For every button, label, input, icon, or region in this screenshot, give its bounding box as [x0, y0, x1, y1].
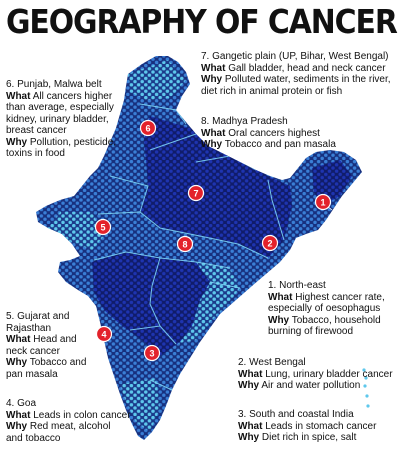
note-3-why-text: Diet rich in spice, salt	[261, 432, 357, 443]
what-label: What	[6, 409, 31, 421]
note-7-what-text: Gall bladder, head and neck cancer	[228, 62, 386, 74]
note-1-what: What Highest cancer rate,	[268, 292, 385, 304]
why-label: Why	[6, 421, 28, 432]
note-1-label: 1. North-east	[268, 280, 326, 291]
marker-8-label: 8	[182, 240, 187, 250]
note-6-why-cont: toxins in food	[6, 148, 65, 159]
note-7-why-text: Polluted water, sediments in the river,	[224, 74, 391, 85]
note-gangetic-plain: 7. Gangetic plain (UP, Bihar, West Benga…	[201, 51, 391, 97]
note-5-label: 5. Gujarat and	[6, 311, 70, 322]
note-8-why-text: Tobacco and pan masala	[224, 139, 336, 150]
note-6-what: What All cancers higher	[6, 91, 116, 103]
marker-1-label: 1	[320, 198, 325, 208]
note-6-why: Why Pollution, pesticide,	[6, 137, 116, 149]
what-label: What	[238, 420, 263, 432]
note-2-what: What Lung, urinary bladder cancer	[238, 369, 393, 381]
note-goa: 4. Goa What Leads in colon cancer Why Re…	[6, 398, 131, 444]
marker-7-label: 7	[193, 189, 198, 199]
note-3-label: 3. South and coastal India	[238, 409, 354, 420]
map-title: GEOGRAPHY OF CANCER	[6, 2, 398, 41]
what-label: What	[201, 127, 226, 139]
marker-3[interactable]: 3	[143, 344, 161, 362]
note-8-label: 8. Madhya Pradesh	[201, 116, 288, 127]
marker-6[interactable]: 6	[139, 119, 157, 137]
note-5-why-text: Tobacco and	[29, 357, 87, 368]
note-5-what-text: Head and	[33, 334, 77, 345]
what-label: What	[238, 368, 263, 380]
why-label: Why	[238, 432, 260, 443]
note-7-label: 7. Gangetic plain (UP, Bihar, West Benga…	[201, 51, 389, 62]
what-label: What	[6, 90, 31, 102]
why-label: Why	[201, 139, 223, 150]
note-3-what-text: Leads in stomach cancer	[265, 420, 377, 432]
marker-3-label: 3	[149, 349, 154, 359]
note-3-what: What Leads in stomach cancer	[238, 421, 376, 433]
note-6-what-cont-2: kidney, urinary bladder,	[6, 113, 109, 125]
note-1-what-text: Highest cancer rate,	[295, 291, 385, 303]
note-south-coastal: 3. South and coastal India What Leads in…	[238, 409, 376, 444]
note-6-what-cont-3: breast cancer	[6, 125, 67, 136]
note-1-what-cont: especially of oesophagus	[268, 303, 381, 314]
note-north-east: 1. North-east What Highest cancer rate, …	[268, 280, 385, 338]
note-8-what-text: Oral cancers highest	[228, 127, 320, 139]
note-3-why: Why Diet rich in spice, salt	[238, 432, 376, 444]
marker-2[interactable]: 2	[261, 234, 279, 252]
note-4-why-text: Red meat, alcohol	[29, 421, 111, 432]
note-madhya-pradesh: 8. Madhya Pradesh What Oral cancers high…	[201, 116, 336, 151]
note-8-what: What Oral cancers highest	[201, 128, 336, 140]
marker-1[interactable]: 1	[314, 193, 332, 211]
why-label: Why	[238, 380, 260, 391]
note-6-what-text: All cancers higher	[32, 90, 113, 102]
note-6-label: 6. Punjab, Malwa belt	[6, 79, 102, 90]
note-7-what: What Gall bladder, head and neck cancer	[201, 63, 391, 75]
note-4-why-cont: and tobacco	[6, 432, 61, 444]
note-5-what-cont: neck cancer	[6, 345, 60, 357]
note-4-what: What Leads in colon cancer	[6, 410, 131, 422]
what-label: What	[6, 334, 31, 345]
note-6-why-text: Pollution, pesticide,	[29, 136, 117, 148]
why-label: Why	[6, 357, 28, 368]
note-4-why: Why Red meat, alcohol	[6, 421, 131, 433]
note-1-why-cont: burning of firewood	[268, 326, 354, 337]
note-6-what-cont-1: than average, especially	[6, 102, 114, 113]
note-5-label-cont: Rajasthan	[6, 322, 52, 334]
marker-4[interactable]: 4	[95, 325, 113, 343]
marker-7[interactable]: 7	[187, 184, 205, 202]
note-4-what-text: Leads in colon cancer	[33, 409, 131, 421]
note-2-label: 2. West Bengal	[238, 357, 306, 368]
note-west-bengal: 2. West Bengal What Lung, urinary bladde…	[238, 357, 393, 392]
why-label: Why	[268, 314, 290, 326]
note-gujarat-rajasthan: 5. Gujarat and Rajasthan What Head and n…	[6, 311, 86, 380]
why-label: Why	[201, 74, 223, 85]
why-label: Why	[6, 136, 28, 148]
marker-6-label: 6	[145, 124, 150, 134]
note-1-why: Why Tobacco, household	[268, 315, 385, 327]
marker-5[interactable]: 5	[94, 218, 112, 236]
what-label: What	[201, 62, 226, 74]
note-5-why: Why Tobacco and	[6, 357, 86, 369]
note-1-why-text: Tobacco, household	[291, 314, 381, 326]
note-punjab: 6. Punjab, Malwa belt What All cancers h…	[6, 79, 116, 160]
note-4-label: 4. Goa	[6, 398, 37, 409]
note-2-why-text: Air and water pollution	[261, 380, 361, 391]
marker-4-label: 4	[101, 330, 106, 340]
what-label: What	[268, 291, 293, 303]
note-8-why: Why Tobacco and pan masala	[201, 139, 336, 151]
islands	[362, 368, 370, 408]
note-5-why-cont: pan masala	[6, 368, 58, 380]
note-2-what-text: Lung, urinary bladder cancer	[265, 368, 393, 380]
marker-5-label: 5	[100, 223, 105, 233]
note-7-why: Why Polluted water, sediments in the riv…	[201, 74, 391, 86]
note-7-why-cont: diet rich in animal protein or fish	[201, 85, 343, 97]
marker-2-label: 2	[267, 239, 272, 249]
marker-8[interactable]: 8	[176, 235, 194, 253]
note-5-what: What Head and	[6, 334, 86, 346]
note-2-why: Why Air and water pollution	[238, 380, 393, 392]
